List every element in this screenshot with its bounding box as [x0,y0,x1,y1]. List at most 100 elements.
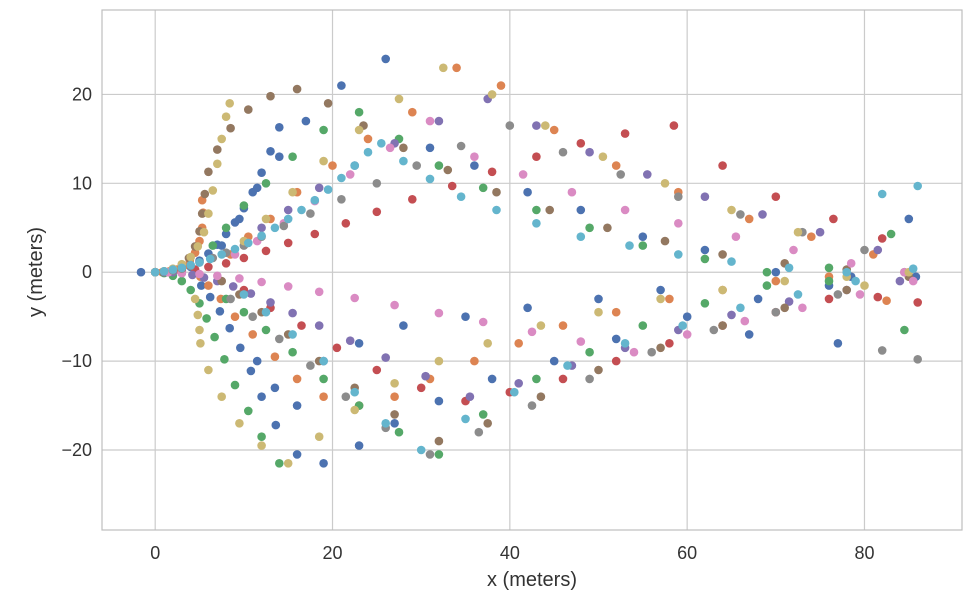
data-point [292,450,302,459]
data-point [208,186,218,195]
data-point [337,195,346,204]
data-point [314,287,324,297]
data-point [594,365,603,375]
x-tick-label: 40 [500,543,520,563]
data-point [647,347,656,357]
data-point [474,427,484,437]
data-point [345,336,355,346]
data-point [341,392,351,402]
data-point [297,205,306,215]
data-point [860,281,869,290]
series-2 [150,107,909,468]
y-tick-label: −10 [61,351,92,371]
data-point [908,264,918,274]
data-point [660,236,670,246]
data-point [228,282,238,291]
y-tick-label: −20 [61,440,92,460]
data-point [815,227,825,237]
data-point [425,174,435,184]
data-point [842,267,851,277]
data-point [585,147,594,157]
data-point [620,339,630,348]
data-point [275,459,284,468]
plot-frame [101,9,963,531]
data-point [532,219,541,228]
data-point [235,214,244,224]
data-point [354,107,364,117]
data-point [532,205,541,215]
data-point [394,427,404,437]
data-point [292,374,302,384]
data-point [390,379,399,388]
data-point [846,259,856,268]
data-point [478,410,488,419]
data-point [913,298,922,307]
data-point [204,209,213,218]
data-point [301,116,311,126]
data-point [306,361,315,370]
data-point [275,152,284,161]
data-point [246,289,256,298]
data-point [204,167,213,177]
data-point [275,123,284,132]
data-point [913,181,922,191]
data-point [545,205,554,215]
data-point [718,250,727,259]
data-point [665,294,674,304]
data-point [718,321,727,330]
data-point [221,223,231,233]
data-point [727,310,736,320]
data-point [771,276,781,286]
data-point [886,229,896,239]
data-point [532,152,541,161]
data-point [323,185,333,194]
data-point [900,325,909,335]
data-point [239,307,249,317]
data-point [558,147,568,157]
data-point [638,321,648,330]
data-point [221,229,231,239]
x-tick-label: 80 [854,543,874,563]
data-point [319,392,328,402]
data-point [656,343,665,353]
data-point [252,183,262,193]
data-point [585,347,594,357]
data-point [678,321,687,330]
data-point [514,339,523,348]
data-point [319,156,328,166]
data-point [266,91,275,101]
data-point [199,227,209,237]
data-point [372,179,382,188]
data-point [248,330,257,339]
data-point [842,285,851,295]
data-point [319,459,328,468]
data-point [421,371,430,381]
data-point [492,187,501,197]
data-point [244,105,253,114]
data-point [425,450,435,459]
data-point [793,290,803,299]
data-point [456,192,466,201]
data-point [186,252,195,262]
data-point [465,392,475,402]
y-tick-label: 10 [72,173,92,193]
data-point [235,274,244,283]
data-point [594,294,603,304]
data-point [558,321,568,330]
data-point [283,459,293,468]
data-point [727,205,736,215]
data-point [492,205,501,215]
data-point [487,374,497,384]
data-point [337,173,346,183]
data-point [332,343,342,353]
data-point [270,223,280,233]
data-point [510,387,519,397]
data-point [197,209,207,218]
data-point [390,392,399,402]
data-point [620,129,630,138]
data-point [372,365,382,375]
data-point [478,317,488,327]
data-point [213,271,222,281]
data-point [620,205,630,215]
data-point [354,339,364,348]
